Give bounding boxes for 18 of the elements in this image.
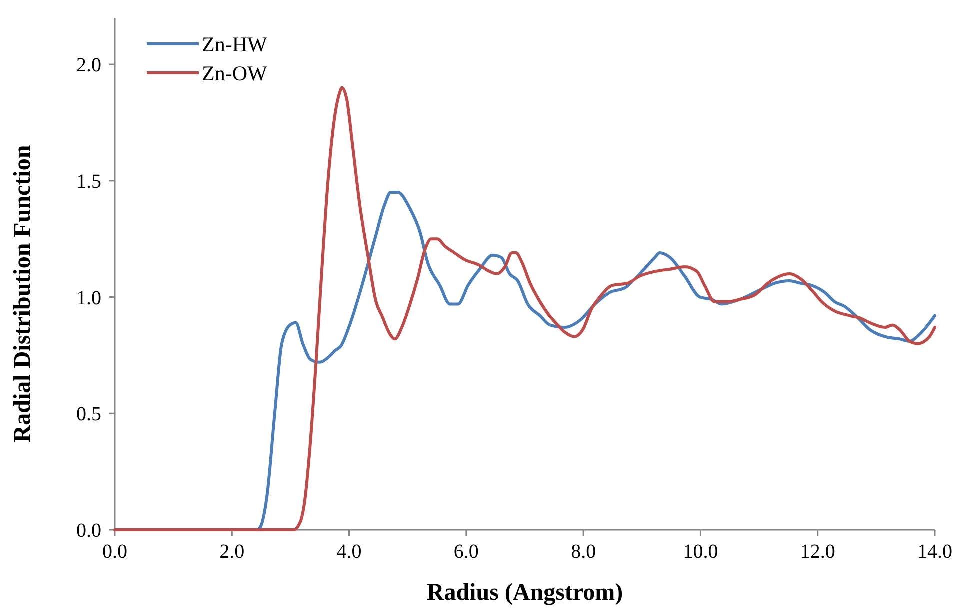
x-tick-label: 14.0 [918, 541, 952, 563]
line-series [256, 191, 936, 532]
x-tick-label: 0.0 [102, 541, 128, 563]
y-tick-label: 0.5 [76, 404, 102, 426]
legend-label: Zn-OW [202, 61, 268, 86]
legend-label: Zn-HW [202, 32, 268, 56]
x-tick-label: 8.0 [571, 541, 596, 563]
y-axis-title: Radial Distribution Function [10, 145, 36, 443]
y-tick-label: 1.5 [76, 170, 102, 193]
x-tick-label: 2.0 [220, 541, 245, 563]
x-axis-title: Radius (Angstrom) [426, 580, 624, 606]
y-tick-label: 0.0 [76, 520, 102, 542]
x-tick-label: 4.0 [336, 541, 362, 563]
x-tick-label: 10.0 [683, 541, 718, 563]
x-tick-label: 12.0 [800, 541, 836, 563]
y-tick-label: 1.0 [76, 287, 102, 310]
y-tick-label: 2.0 [76, 54, 102, 77]
x-tick-label: 6.0 [454, 541, 479, 563]
